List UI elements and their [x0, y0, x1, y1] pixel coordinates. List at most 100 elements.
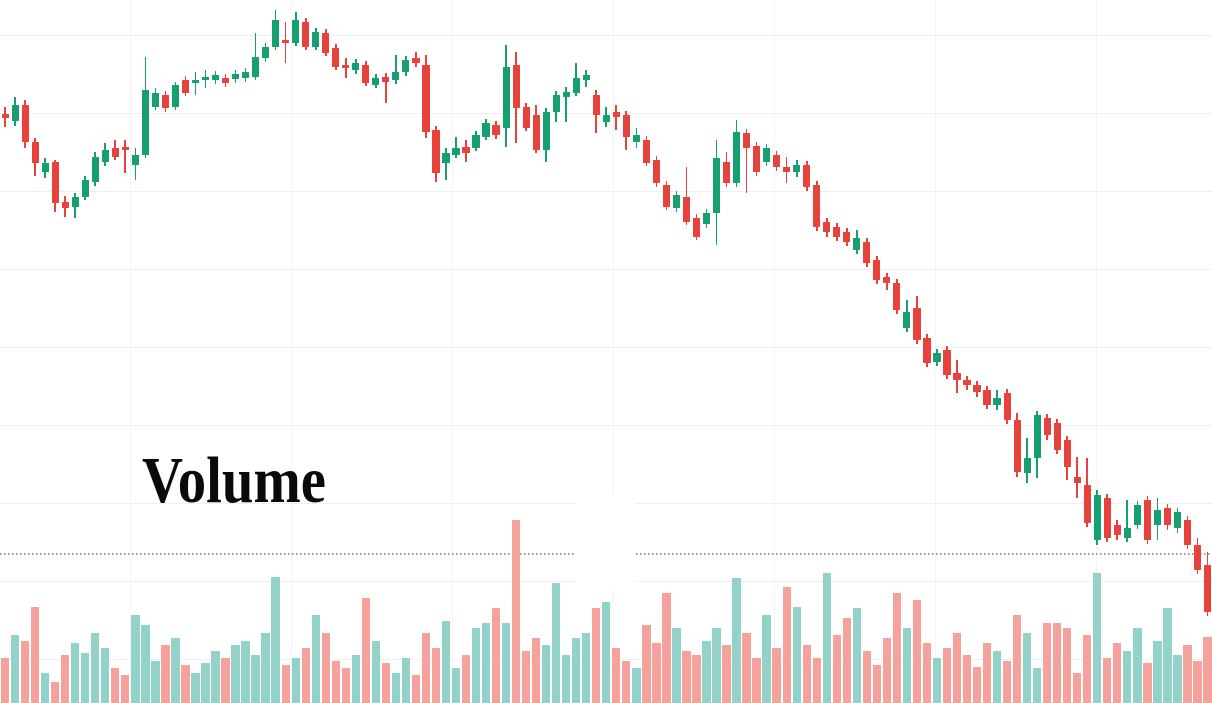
candle-body [41, 163, 49, 172]
volume-bar [351, 655, 360, 703]
candle-body [953, 373, 961, 380]
candle-body [873, 260, 881, 280]
candle-body [1043, 418, 1051, 435]
volume-bar [1073, 673, 1082, 703]
candle-body [141, 90, 149, 155]
volume-bar [151, 661, 160, 703]
volume-bar [121, 675, 130, 703]
candle-body [632, 135, 640, 142]
volume-bar [1002, 661, 1012, 703]
volume-bar [281, 665, 290, 703]
candle-body [1103, 498, 1111, 538]
candle-body [231, 74, 240, 79]
candle-body [973, 385, 981, 392]
candle-body [482, 123, 490, 137]
candle-wick [194, 72, 197, 95]
volume-bar [371, 641, 380, 703]
volume-bar [491, 608, 501, 703]
volume-bar [201, 663, 210, 703]
volume-bar [1203, 637, 1212, 703]
volume-bar [1183, 645, 1192, 703]
candle-body [803, 165, 811, 187]
candle-body [252, 57, 260, 77]
volume-bar [682, 651, 691, 703]
candle-body [763, 148, 771, 162]
volume-bar [642, 625, 651, 703]
volume-bar [1053, 623, 1062, 703]
volume-bar [271, 577, 280, 703]
candle-body [1053, 423, 1061, 450]
candle-body [933, 353, 941, 362]
volume-bar [291, 658, 300, 703]
volume-bar [1012, 615, 1022, 703]
volume-bar [161, 645, 170, 703]
candle-body [352, 63, 360, 70]
candle-body [322, 33, 330, 53]
volume-bar [511, 520, 521, 703]
candle-body [1153, 510, 1161, 525]
volume-bar [471, 628, 481, 703]
volume-bar [31, 607, 40, 703]
volume-bar [572, 638, 581, 703]
gridline-horizontal [0, 269, 1212, 270]
volume-bar [1113, 643, 1122, 703]
candle-body [1063, 440, 1071, 467]
candle-body [672, 195, 681, 208]
volume-bar [211, 651, 220, 703]
candle-body [452, 148, 460, 155]
volume-bar [922, 643, 932, 703]
candle-body [31, 142, 39, 163]
candle-wick [445, 148, 447, 180]
volume-bar [972, 667, 982, 703]
volume-bar [421, 633, 431, 703]
candle-body [412, 58, 420, 63]
volume-bar [20, 641, 30, 703]
volume-bar [602, 602, 611, 703]
candle-body [522, 107, 530, 128]
candle-body [1183, 520, 1192, 545]
volume-bar [782, 587, 791, 703]
candle-body [342, 65, 350, 68]
candle-body [432, 130, 440, 173]
candle-body [492, 125, 500, 135]
volume-bar [672, 628, 681, 703]
volume-bar [882, 638, 891, 703]
volume-bar [1123, 651, 1132, 703]
candle-body [753, 146, 761, 172]
candle-body [582, 75, 590, 80]
gridline-vertical [1096, 0, 1097, 703]
volume-bar [822, 573, 831, 703]
volume-bar [582, 633, 591, 703]
candle-body [221, 78, 230, 83]
volume-bar [942, 648, 952, 703]
candle-body [602, 115, 610, 122]
candle-wick [254, 33, 257, 80]
volume-bar [652, 643, 661, 703]
volume-bar [562, 655, 571, 703]
candle-body [572, 78, 580, 93]
gridline-horizontal [0, 425, 1212, 426]
candle-body [241, 72, 250, 78]
candle-body [1203, 565, 1212, 612]
candle-body [512, 65, 520, 108]
volume-bar [481, 623, 491, 703]
candle-wick [395, 55, 397, 84]
candle-body [392, 72, 400, 80]
watermark-erase-patch [575, 495, 635, 590]
volume-bar [1043, 623, 1052, 703]
candle-body [913, 308, 921, 340]
candle-body [1, 114, 9, 118]
candle-body [1173, 512, 1182, 528]
volume-bar [411, 675, 421, 703]
candle-body [61, 202, 69, 208]
volume-bar [622, 661, 631, 703]
candle-body [1163, 508, 1171, 525]
candle-body [542, 112, 550, 150]
volume-bar [932, 658, 942, 703]
volume-bar [1163, 608, 1172, 703]
candle-body [1143, 500, 1151, 540]
volume-bar [992, 651, 1002, 703]
candle-body [462, 147, 470, 153]
volume-bar [952, 633, 962, 703]
